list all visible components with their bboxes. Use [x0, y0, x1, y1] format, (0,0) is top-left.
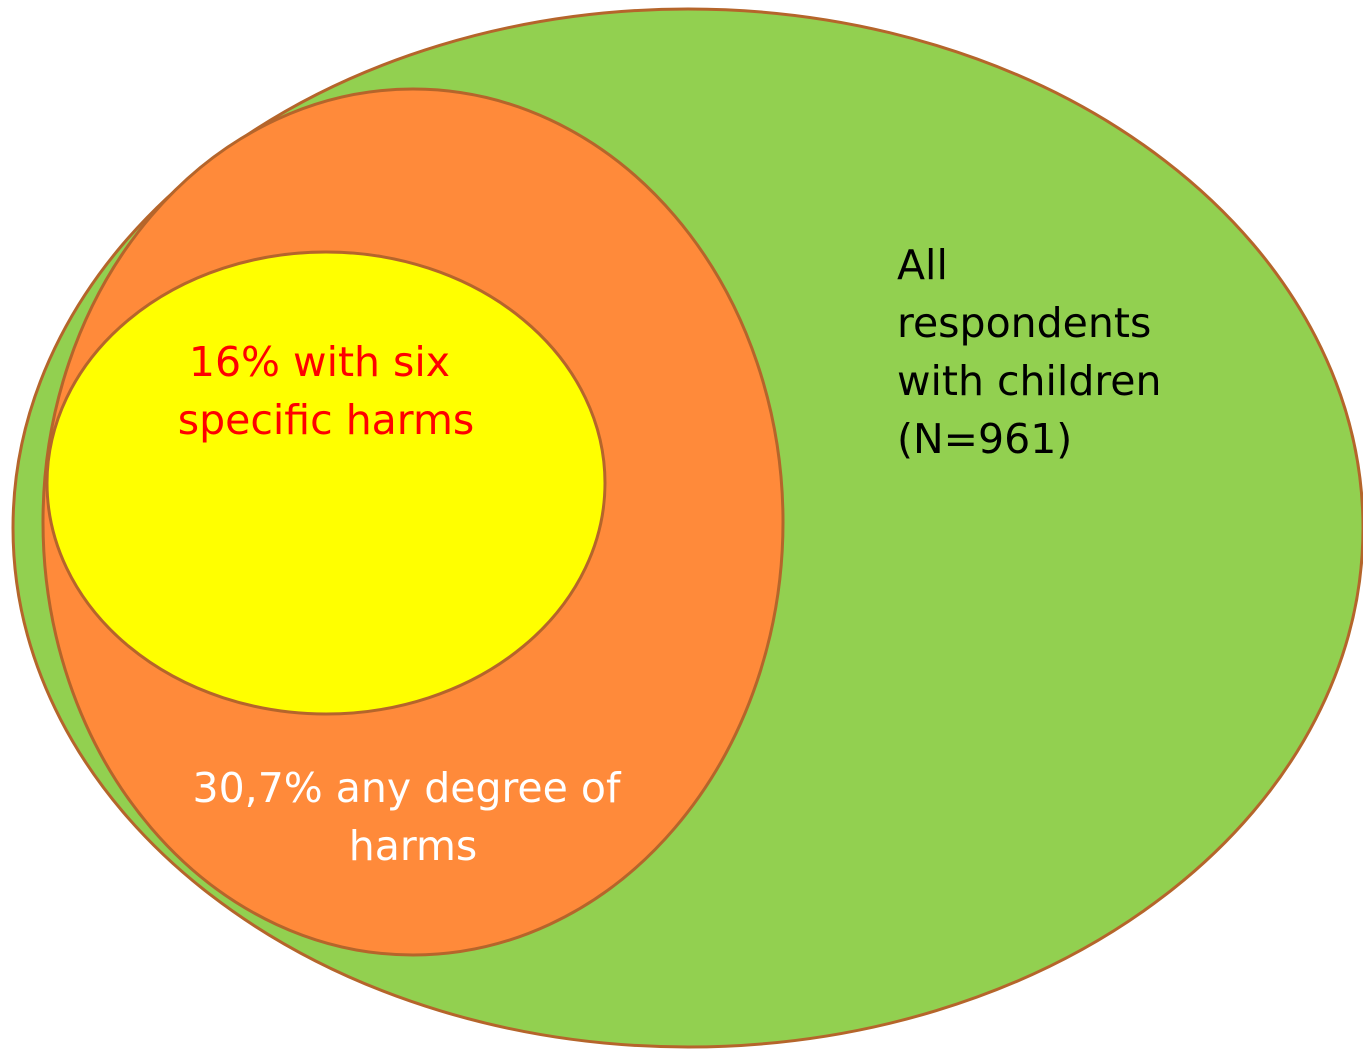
- middle-label-line: 30,7% any degree of: [193, 764, 622, 812]
- outer-label-line: respondents: [897, 299, 1151, 347]
- middle-label: 30,7% any degree of harms: [193, 764, 634, 870]
- inner-label: 16% with six specific harms: [178, 338, 475, 444]
- outer-label-line: with children: [897, 357, 1162, 405]
- outer-label-line: All: [897, 241, 948, 289]
- inner-ellipse-specific-harms: [45, 250, 607, 716]
- inner-label-line: 16% with six: [189, 338, 450, 386]
- outer-label: All respondents with children (N=961): [897, 241, 1175, 463]
- outer-label-line: (N=961): [897, 415, 1072, 463]
- middle-label-line: harms: [349, 822, 478, 870]
- inner-label-line: specific harms: [178, 396, 475, 444]
